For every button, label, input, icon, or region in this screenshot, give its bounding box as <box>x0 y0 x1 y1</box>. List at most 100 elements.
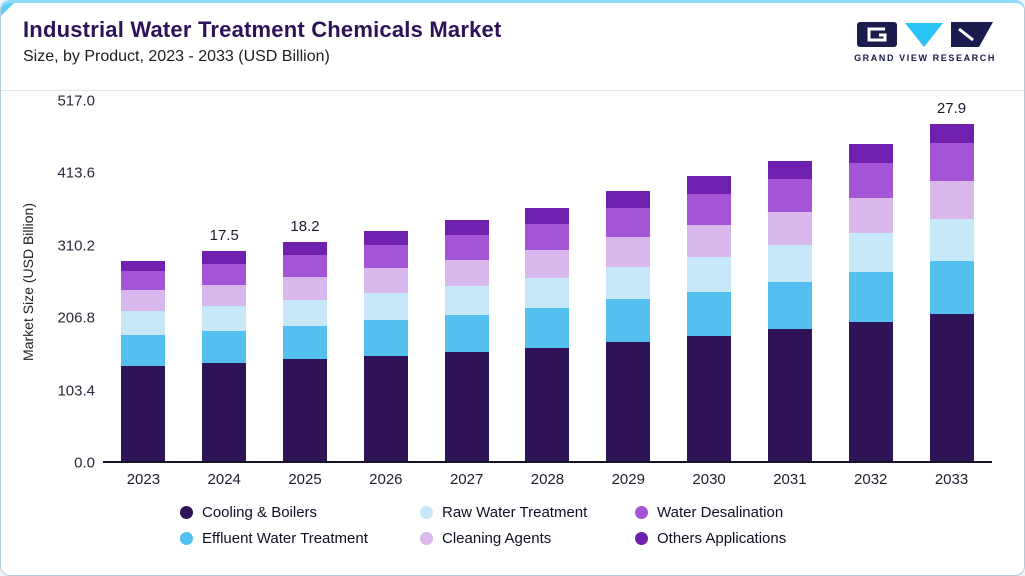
bar-segment <box>283 299 328 326</box>
bar-segment <box>848 322 893 461</box>
bar-segment <box>606 299 651 342</box>
bar-segment <box>283 276 328 300</box>
y-axis-ticks: 0.0 103.4 206.8 310.2 413.6 517.0 <box>41 93 103 472</box>
x-tick-label: 2026 <box>369 471 403 488</box>
bar-segment <box>444 260 489 286</box>
bar-2023 <box>121 101 166 461</box>
bar-segment <box>687 336 732 461</box>
x-tick-label: 2033 <box>934 471 969 488</box>
bar-segment <box>525 208 570 224</box>
legend-marker <box>635 532 648 545</box>
plot-area: 17.5 18.2 27.9 <box>103 99 992 463</box>
legend-item: Effluent Water Treatment <box>180 530 420 547</box>
x-tick-label: 2025 <box>288 471 322 488</box>
y-tick-label: 103.4 <box>57 382 95 400</box>
bar-segment <box>929 143 974 181</box>
bar-segment <box>363 244 408 269</box>
x-axis-ticks: 2023 2024 2025 2026 2027 2028 2029 2030 2031 2032… <box>103 471 992 488</box>
bar-segment <box>121 260 166 271</box>
x-tick-label: 2031 <box>773 471 807 488</box>
bar-segment <box>525 308 570 349</box>
bar-segment <box>363 320 408 356</box>
bar-segment <box>848 233 893 272</box>
legend-item: Cleaning Agents <box>420 530 635 547</box>
bar-segment <box>767 211 812 246</box>
bar-segment <box>444 314 489 353</box>
bar-segment <box>121 270 166 291</box>
bar-segment <box>121 311 166 335</box>
bar-segment <box>606 207 651 237</box>
bar-segment <box>606 267 651 300</box>
legend-marker <box>420 506 433 519</box>
bar-segment <box>202 263 247 285</box>
bar-segment <box>606 190 651 208</box>
logo-icon <box>857 22 994 47</box>
chart-area: Market Size (USD Billion) 0.0 103.4 206.8 3… <box>1 91 1024 488</box>
bar-segment <box>525 278 570 309</box>
bar-value-label: 18.2 <box>290 217 320 235</box>
legend-item: Raw Water Treatment <box>420 504 635 521</box>
bar-2028 <box>525 101 570 461</box>
page-subtitle: Size, by Product, 2023 - 2033 (USD Billi… <box>23 48 330 65</box>
bar-2027 <box>444 101 489 461</box>
bar-segment <box>202 251 247 264</box>
y-axis-label: Market Size (USD Billion) <box>20 203 36 361</box>
bar-segment <box>202 330 247 363</box>
bar-segment <box>525 348 570 461</box>
bar-segment <box>687 176 732 194</box>
x-tick-label: 2029 <box>611 471 645 488</box>
legend-item: Cooling & Boilers <box>180 504 420 521</box>
bar-segment <box>363 292 408 321</box>
bar-segment <box>929 180 974 220</box>
bar-segment <box>929 219 974 261</box>
y-tick-label: 206.8 <box>57 309 95 327</box>
legend: Cooling & Boilers Raw Water Treatment Wate… <box>1 504 1024 547</box>
bar-segment <box>121 366 166 461</box>
bar-segment <box>363 355 408 461</box>
logo-text: GRAND VIEW RESEARCH <box>854 53 996 63</box>
bar-segment <box>363 268 408 293</box>
bar-segment <box>687 257 732 292</box>
legend-item: Water Desalination <box>635 504 845 521</box>
bar-segment <box>848 197 893 234</box>
x-tick-label: 2024 <box>207 471 241 488</box>
legend-label: Cleaning Agents <box>442 530 552 547</box>
y-tick-label: 310.2 <box>57 237 95 255</box>
bar-2030 <box>687 101 732 461</box>
chart-header: Industrial Water Treatment Chemicals Mar… <box>1 3 1024 91</box>
bar-segment <box>687 291 732 337</box>
bar-segment <box>848 271 893 323</box>
x-tick-label: 2027 <box>449 471 484 488</box>
bar-segment <box>767 178 812 212</box>
bar-segment <box>929 313 974 461</box>
bar-segment <box>444 285 489 315</box>
bar-segment <box>444 220 489 235</box>
bar-segment <box>687 225 732 258</box>
bar-2031 <box>767 101 812 461</box>
bar-segment <box>848 143 893 163</box>
page-title: Industrial Water Treatment Chemicals Mar… <box>23 17 502 42</box>
bar-value-label: 27.9 <box>936 99 967 117</box>
bar-segment <box>767 281 812 330</box>
bar-segment <box>848 162 893 198</box>
bar-segment <box>202 306 247 331</box>
bar-segment <box>606 341 651 461</box>
bar-2033: 27.9 <box>929 99 974 461</box>
bar-segment <box>606 236 651 268</box>
bar-segment <box>929 123 974 144</box>
bar-segment <box>283 359 328 461</box>
bar-segment <box>202 362 247 461</box>
bar-2026 <box>363 101 408 461</box>
bar-segment <box>767 160 812 179</box>
legend-marker <box>635 506 648 519</box>
bar-segment <box>121 334 166 367</box>
legend-marker <box>420 532 433 545</box>
bar-2024: 17.5 <box>202 101 247 461</box>
bar-segment <box>687 193 732 226</box>
legend-label: Water Desalination <box>657 504 784 521</box>
bar-segment <box>283 325 328 360</box>
legend-label: Effluent Water Treatment <box>202 530 368 547</box>
bar-segment <box>525 223 570 251</box>
legend-label: Raw Water Treatment <box>442 504 588 521</box>
